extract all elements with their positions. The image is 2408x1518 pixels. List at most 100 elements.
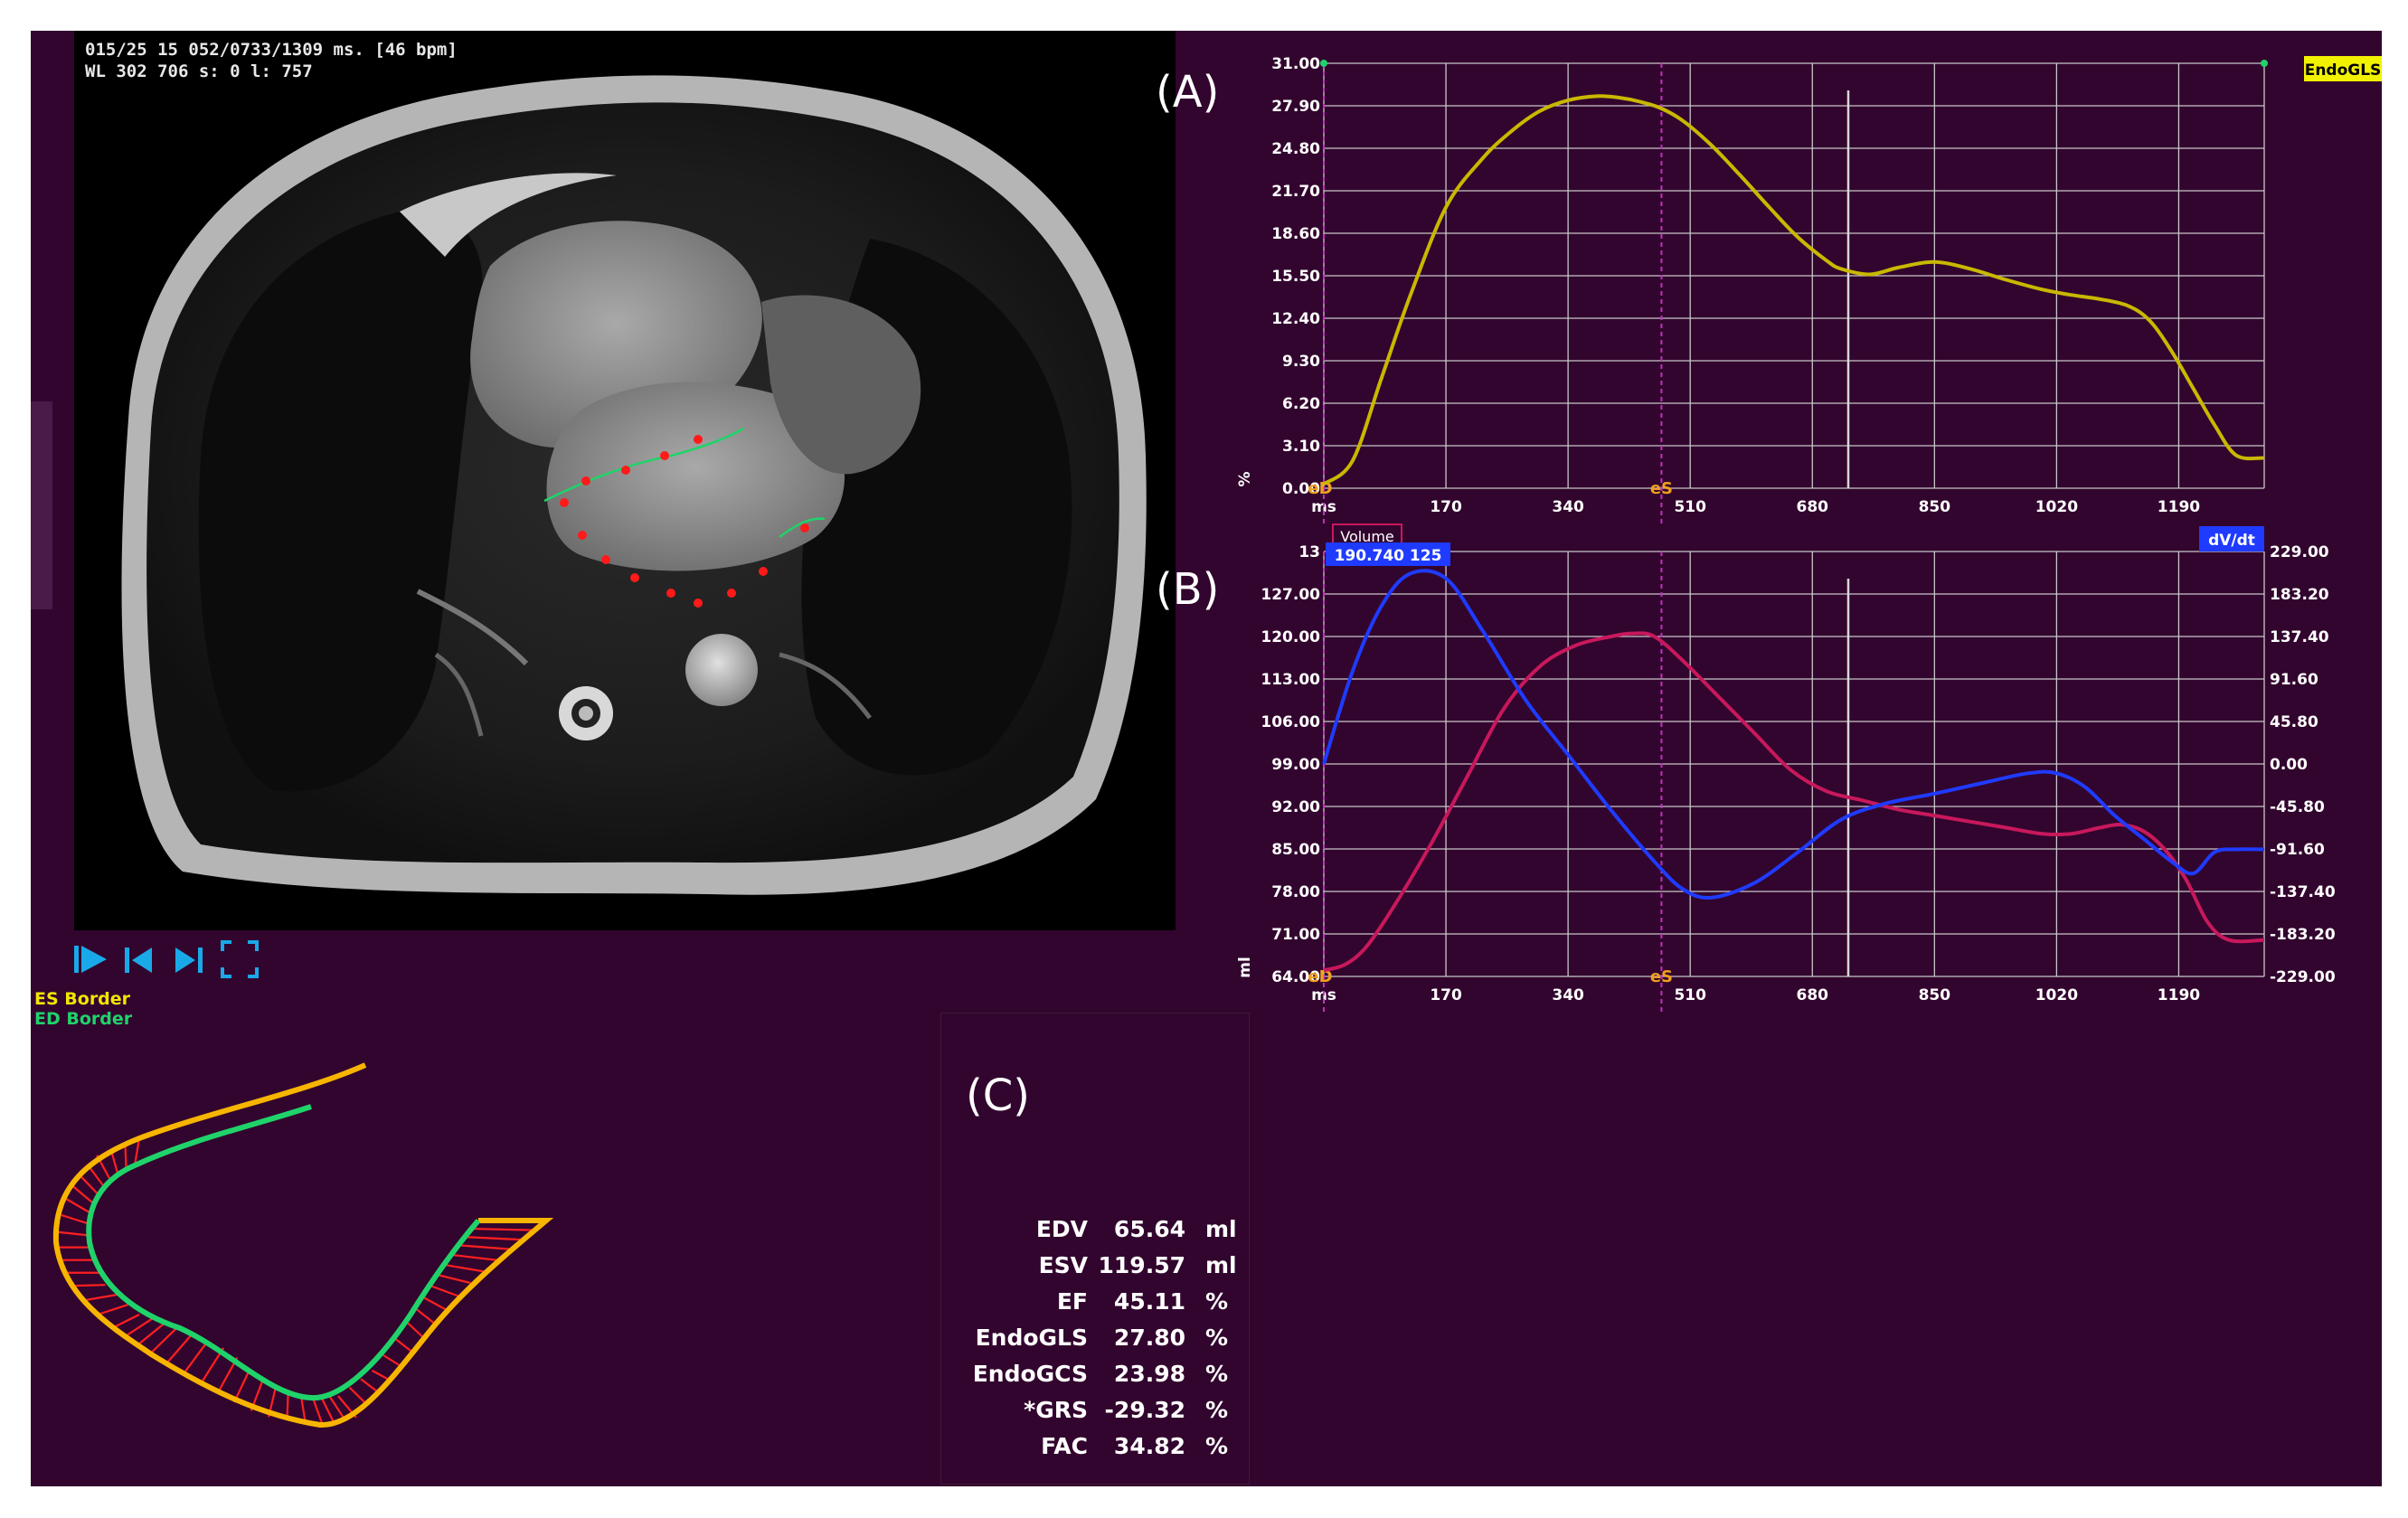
metric-value: 45.11 — [1113, 1288, 1185, 1315]
strain-y-tick: 18.60 — [1271, 225, 1320, 243]
strain-y-tick: 15.50 — [1271, 268, 1320, 286]
strain-y-tick: 0.00 — [1282, 480, 1320, 498]
displacement-hatch-line — [457, 1244, 513, 1250]
metric-unit: % — [1205, 1288, 1229, 1315]
play-icon — [74, 946, 107, 973]
dvdt-curve — [1322, 569, 2265, 900]
displacement-hatch-line — [382, 1354, 402, 1368]
next-frame-button[interactable] — [168, 938, 210, 980]
strain-chart[interactable]: 0.00 3.10 6.20 9.30 12.40 15.50 18.60 21.70 24.8… — [1206, 31, 2382, 537]
volume-x-tick: 680 — [1797, 986, 1829, 1004]
displacement-hatch-line — [393, 1337, 414, 1353]
volume-y2-tick: 91.60 — [2270, 671, 2318, 689]
displacement-hatch-line — [405, 1320, 425, 1340]
volume-y-tick: 120.00 — [1261, 628, 1320, 646]
displacement-hatch-line — [149, 1326, 178, 1354]
metric-value: 27.80 — [1113, 1325, 1185, 1351]
displacement-hatch-line — [414, 1306, 437, 1325]
metrics-panel: EDV 65.64 ml ESV 119.57 ml EF 45.11% EndoGLS 27.8… — [940, 1013, 1250, 1485]
volume-x-tick: 170 — [1430, 986, 1462, 1004]
volume-y2-tick: 137.40 — [2270, 628, 2329, 646]
volume-curve — [1323, 631, 2265, 973]
volume-y-tick: 106.00 — [1261, 713, 1320, 731]
displacement-hatch-line — [420, 1296, 448, 1311]
previous-frame-button[interactable] — [119, 938, 161, 980]
strain-y-tick: 12.40 — [1271, 310, 1320, 328]
mri-viewport[interactable]: 015/25 15 052/0733/1309 ms. [46 bpm] WL … — [74, 31, 1176, 930]
strain-curve — [1322, 94, 2265, 486]
displacement-hatch-line — [182, 1340, 209, 1375]
displacement-hatch-line — [73, 1284, 106, 1287]
displacement-hatch-line — [70, 1183, 94, 1204]
volume-x-tick: 1020 — [2035, 986, 2078, 1004]
volume-y2-tick: 183.20 — [2270, 586, 2329, 604]
displacement-hatch-line — [64, 1197, 91, 1214]
volume-y-tick: 64.00 — [1271, 968, 1320, 986]
volume-y-tick: 92.00 — [1271, 798, 1320, 816]
volume-y-tick: 113.00 — [1261, 671, 1320, 689]
es-border-dots — [560, 435, 809, 608]
metric-row-edv: EDV 65.64 ml — [941, 1216, 1249, 1252]
fullscreen-icon — [221, 940, 259, 978]
displacement-hatch-line — [471, 1227, 535, 1231]
fullscreen-button[interactable] — [219, 938, 260, 980]
metric-unit: ml — [1205, 1252, 1237, 1278]
volume-y2-tick: -137.40 — [2270, 883, 2336, 901]
volume-y-tick: 85.00 — [1271, 841, 1320, 859]
volume-chart[interactable]: 64.00 71.00 78.00 85.00 92.00 99.00 106.00 113.… — [1206, 519, 2382, 1025]
strain-y-tick: 6.20 — [1282, 395, 1320, 413]
cursor-readout — [1326, 542, 1450, 566]
metric-row-grs: *GRS -29.32% — [941, 1397, 1249, 1433]
strain-marker-eS: eS — [1650, 479, 1673, 498]
displacement-hatch-line — [442, 1263, 486, 1273]
strain-x-tick: 680 — [1797, 498, 1829, 516]
endogls-tag[interactable] — [2304, 56, 2382, 81]
volume-x-tick: 1190 — [2158, 986, 2200, 1004]
metric-unit: % — [1205, 1433, 1229, 1459]
volume-y2-tick: -229.00 — [2270, 968, 2336, 986]
volume-y-tick: 99.00 — [1271, 756, 1320, 774]
strain-x-tick: 1020 — [2035, 498, 2078, 516]
displacement-hatch-line — [86, 1294, 118, 1301]
metric-value: 34.82 — [1113, 1433, 1185, 1459]
corner-marker — [1320, 60, 1327, 67]
displacement-hatch-line — [360, 1378, 380, 1394]
displacement-hatch-line — [320, 1396, 335, 1423]
ed-border-legend: ED Border — [34, 1009, 133, 1029]
volume-x-tick: 850 — [1919, 986, 1951, 1004]
panel-label-c: (C) — [966, 1070, 1030, 1121]
displacement-hatch-line — [133, 1137, 141, 1166]
frame-info: 015/25 15 052/0733/1309 ms. [46 bpm] — [85, 40, 458, 60]
metric-name: EF — [1056, 1288, 1088, 1315]
displacement-hatch-line — [428, 1284, 458, 1297]
displacement-hatch-line — [124, 1317, 153, 1338]
cursor-readout-label: 190.740 125 — [1335, 547, 1442, 565]
dvdt-tag[interactable] — [2199, 526, 2264, 552]
strain-y-tick: 31.00 — [1271, 55, 1320, 73]
displacement-hatch-line — [165, 1333, 194, 1364]
metric-value: 65.64 — [1113, 1216, 1185, 1242]
play-button[interactable] — [71, 938, 112, 980]
panel-label-a: (A) — [1156, 67, 1220, 118]
displacement-hatch-line — [99, 1304, 128, 1315]
volume-y-label: ml — [1236, 957, 1254, 978]
displacement-hatch-line — [137, 1322, 165, 1346]
metric-unit: ml — [1205, 1216, 1237, 1242]
volume-tag-label: Volume — [1340, 528, 1394, 545]
displacement-hatch-line — [233, 1368, 251, 1403]
panel-label-b: (B) — [1156, 564, 1220, 615]
metric-name: ESV — [1038, 1252, 1088, 1278]
previous-frame-icon — [125, 948, 152, 973]
displacement-hatch-line — [61, 1213, 90, 1226]
displacement-hatch-line — [299, 1394, 307, 1423]
volume-marker-eD: eD — [1308, 967, 1332, 986]
metric-unit: % — [1205, 1397, 1229, 1423]
displacement-hatch-line — [311, 1397, 324, 1425]
displacement-hatch-line — [328, 1396, 346, 1421]
strain-x-tick: 170 — [1430, 498, 1462, 516]
volume-y2-tick: -183.20 — [2270, 926, 2336, 944]
strain-y-tick: 24.80 — [1271, 140, 1320, 158]
dvdt-tag-label: dV/dt — [2208, 532, 2255, 550]
metric-unit: % — [1205, 1361, 1229, 1387]
side-tab[interactable] — [31, 401, 52, 609]
